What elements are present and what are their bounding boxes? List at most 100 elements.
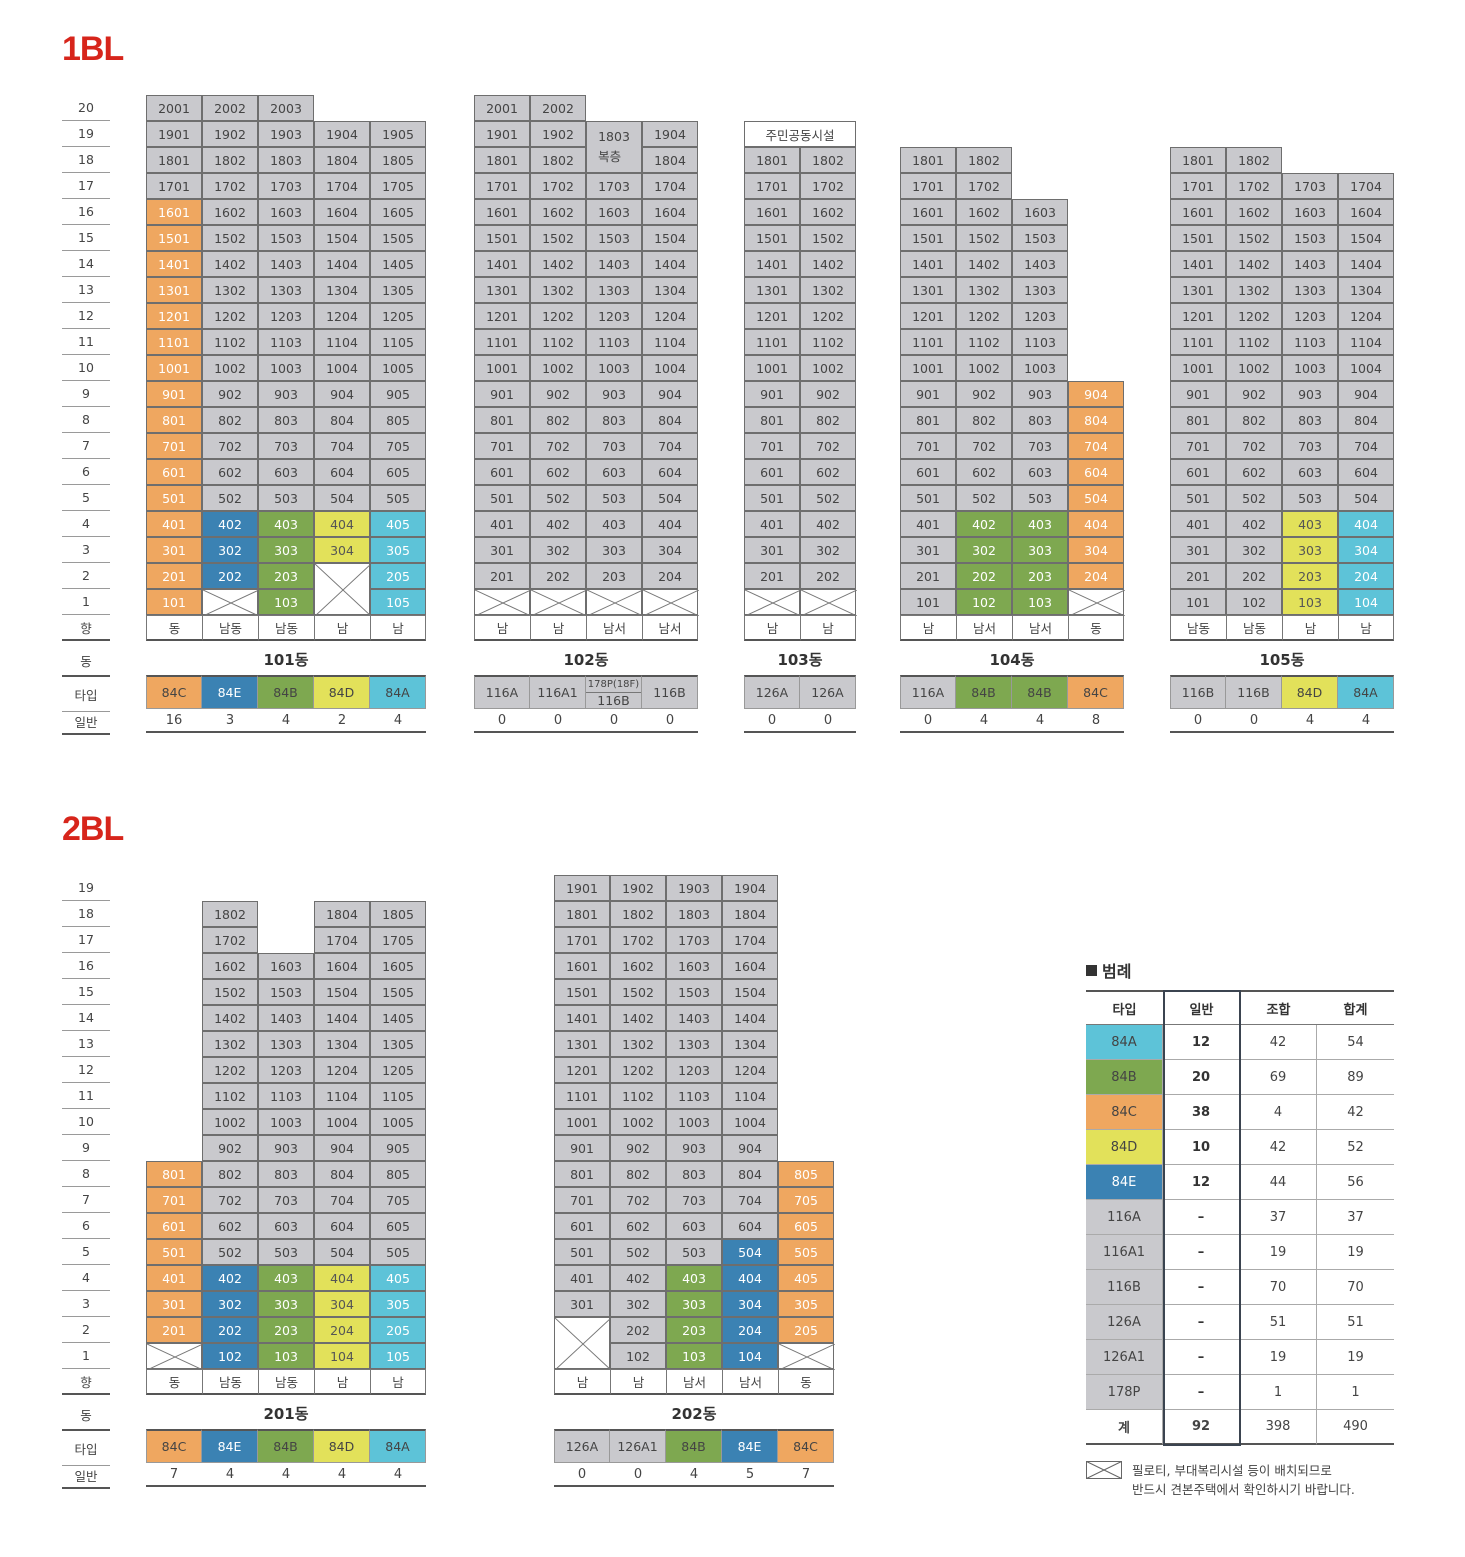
unit-cell-503: 503 <box>1012 485 1068 511</box>
unit-cell-502: 502 <box>202 485 258 511</box>
unit-cell-1805: 1805 <box>370 901 426 927</box>
legend-total-cell: 19 <box>1317 1235 1394 1270</box>
unit-cell-303: 303 <box>586 537 642 563</box>
unit-cell-1202: 1202 <box>800 303 856 329</box>
general-count-cell: 0 <box>1226 709 1282 733</box>
type-cell: 116B <box>1226 675 1282 709</box>
type-cell: 84C <box>146 1429 202 1463</box>
type-cell: 84D <box>314 1429 370 1463</box>
unit-cell-1602: 1602 <box>956 199 1012 225</box>
unit-cell-401: 401 <box>1170 511 1226 537</box>
unit-cell-1004: 1004 <box>314 1109 370 1135</box>
unit-cell-302: 302 <box>956 537 1012 563</box>
unit-cell-405: 405 <box>370 511 426 537</box>
facing-cell: 남서 <box>642 615 698 641</box>
legend-header-1: 일반 <box>1163 990 1240 1025</box>
unit-cell-203: 203 <box>258 1317 314 1343</box>
unit-cell-1202: 1202 <box>530 303 586 329</box>
legend-square-icon <box>1086 965 1097 976</box>
unit-cell-801: 801 <box>744 407 800 433</box>
unit-cell-703: 703 <box>258 433 314 459</box>
floor-label-7: 7 <box>62 1187 110 1213</box>
legend-total-cell: 70 <box>1317 1270 1394 1305</box>
unit-cell-902: 902 <box>610 1135 666 1161</box>
unit-cell-1805: 1805 <box>370 147 426 173</box>
unit-cell-1102: 1102 <box>202 1083 258 1109</box>
facing-cell: 동 <box>778 1369 834 1395</box>
unit-cell-1002: 1002 <box>1226 355 1282 381</box>
unit-cell-804: 804 <box>314 1161 370 1187</box>
unit-cell-502: 502 <box>202 1239 258 1265</box>
unit-cell-702: 702 <box>610 1187 666 1213</box>
legend-general-cell: 12 <box>1163 1165 1240 1200</box>
unit-cell-1401: 1401 <box>900 251 956 277</box>
unit-cell-605: 605 <box>370 1213 426 1239</box>
legend-union-cell: 42 <box>1240 1130 1317 1165</box>
unit-cell-1303: 1303 <box>666 1031 722 1057</box>
facing-cell: 남서 <box>956 615 1012 641</box>
unit-cell-1103: 1103 <box>1282 329 1338 355</box>
unit-cell-1203: 1203 <box>1282 303 1338 329</box>
unit-cell-302: 302 <box>1226 537 1282 563</box>
unit-cell-2002: 2002 <box>530 95 586 121</box>
facing-cell: 남서 <box>722 1369 778 1395</box>
unit-cell-1102: 1102 <box>956 329 1012 355</box>
floor-label-10: 10 <box>62 1109 110 1135</box>
unit-cell-603: 603 <box>666 1213 722 1239</box>
unit-cell-302: 302 <box>530 537 586 563</box>
legend-type-cell: 84B <box>1086 1060 1163 1095</box>
facing-cell: 남동 <box>202 1369 258 1395</box>
type-cell: 84D <box>314 675 370 709</box>
legend-type-cell: 84E <box>1086 1165 1163 1200</box>
building-name: 104동 <box>989 651 1035 669</box>
unit-cell-1701: 1701 <box>1170 173 1226 199</box>
unit-cell-1701: 1701 <box>900 173 956 199</box>
type-cell: 178P(18F) 116B <box>586 675 642 709</box>
unit-cell-1205: 1205 <box>370 1057 426 1083</box>
unit-cell-1701: 1701 <box>554 927 610 953</box>
unit-cell-602: 602 <box>610 1213 666 1239</box>
unit-cell-401: 401 <box>744 511 800 537</box>
legend-union-cell: 51 <box>1240 1305 1317 1340</box>
unit-cell-1704: 1704 <box>314 927 370 953</box>
facing-cell: 남동 <box>1226 615 1282 641</box>
unit-cell-804: 804 <box>642 407 698 433</box>
floor-label-11: 11 <box>62 1083 110 1109</box>
unit-cell-1702: 1702 <box>202 173 258 199</box>
facing-cell: 남동 <box>1170 615 1226 641</box>
floor-label-5: 5 <box>62 485 110 511</box>
unit-cell-1902: 1902 <box>202 121 258 147</box>
unit-cell-1103: 1103 <box>1012 329 1068 355</box>
unit-cell-1601: 1601 <box>146 199 202 225</box>
unit-cell-1304: 1304 <box>722 1031 778 1057</box>
unit-cell-1602: 1602 <box>202 953 258 979</box>
unit-cell-1603: 1603 <box>1012 199 1068 225</box>
unit-cell-1101: 1101 <box>474 329 530 355</box>
unit-cell-202: 202 <box>202 1317 258 1343</box>
unit-cell-1801: 1801 <box>900 147 956 173</box>
unit-cell-1504: 1504 <box>314 225 370 251</box>
facing-cell: 남서 <box>586 615 642 641</box>
unit-cell-1003: 1003 <box>1012 355 1068 381</box>
unit-cell-202: 202 <box>202 563 258 589</box>
unit-cell-605: 605 <box>370 459 426 485</box>
unit-cell-903: 903 <box>1012 381 1068 407</box>
unit-cell-103: 103 <box>666 1343 722 1369</box>
unit-cell-505: 505 <box>370 485 426 511</box>
unit-cell-1803: 1803 <box>258 147 314 173</box>
dong-row-label: 동 <box>80 653 92 669</box>
type-cell: 84A <box>370 1429 426 1463</box>
facing-cell: 남서 <box>1012 615 1068 641</box>
unit-cell-1804: 1804 <box>722 901 778 927</box>
unit-cell-701: 701 <box>554 1187 610 1213</box>
unit-cell-905: 905 <box>370 1135 426 1161</box>
unit-cell-901: 901 <box>554 1135 610 1161</box>
unit-cell-402: 402 <box>610 1265 666 1291</box>
unit-cell-1002: 1002 <box>202 1109 258 1135</box>
unit-cell-703: 703 <box>1282 433 1338 459</box>
unit-cell-705: 705 <box>370 433 426 459</box>
unit-cell-201: 201 <box>900 563 956 589</box>
building-name: 105동 <box>1259 651 1305 669</box>
unit-cell-303: 303 <box>1012 537 1068 563</box>
unit-cell-1601: 1601 <box>1170 199 1226 225</box>
